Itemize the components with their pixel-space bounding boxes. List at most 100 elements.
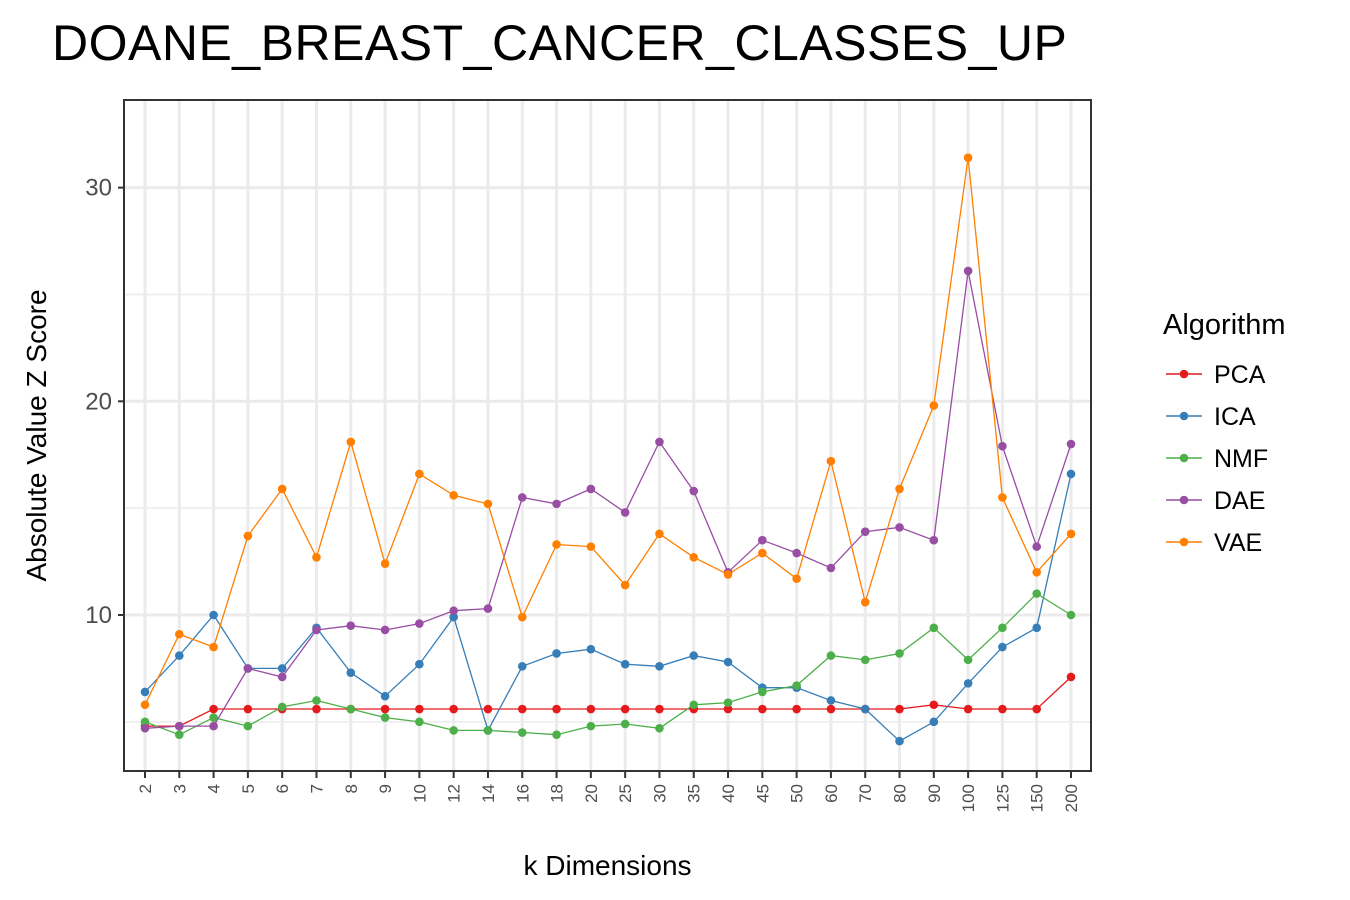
data-point-ica [826,696,836,705]
data-point-dae [140,723,150,733]
data-point-ica [346,668,356,678]
data-point-ica [552,649,561,658]
data-point-ica [209,610,218,620]
y-axis-title: Absolute Value Z Score [21,289,52,581]
data-point-vae [140,700,150,710]
x-tick-label: 8 [342,784,361,793]
data-point-vae [792,574,801,583]
data-point-vae [655,529,664,539]
data-point-vae [312,553,321,562]
data-point-pca [586,704,596,714]
data-point-dae [758,535,767,545]
data-point-ica [517,661,527,671]
data-point-pca [312,704,321,714]
x-tick-label: 4 [205,784,224,793]
x-tick-label: 12 [445,784,464,803]
legend-label-nmf: NMF [1214,445,1268,473]
data-point-nmf [517,728,527,737]
data-point-pca [929,700,939,710]
data-point-pca [826,704,836,714]
legend-key-point [1179,369,1189,379]
data-point-nmf [380,713,390,722]
x-tick-label: 14 [479,784,498,803]
data-point-pca [209,704,218,714]
legend-key-point [1179,537,1189,547]
x-tick-label: 10 [410,784,429,803]
data-point-ica [174,651,184,660]
data-point-dae [517,493,527,502]
data-point-dae [998,441,1007,451]
data-point-dae [415,619,424,628]
data-point-ica [723,657,733,667]
data-point-vae [517,612,527,622]
data-point-pca [415,704,424,714]
data-point-dae [620,508,630,517]
data-point-vae [380,559,390,569]
data-point-dae [655,437,664,447]
x-tick-label: 80 [891,784,910,803]
data-point-pca [380,704,390,714]
data-point-ica [277,664,287,673]
x-tick-label: 3 [170,784,189,793]
data-point-nmf [346,704,356,714]
data-point-dae [277,672,287,682]
data-point-vae [929,401,939,410]
x-tick-label: 35 [685,784,704,803]
x-tick-label: 6 [273,784,292,793]
legend-title: Algorithm [1163,309,1286,341]
legend-key-point [1179,453,1189,463]
legend-label-ica: ICA [1214,403,1256,431]
x-axis-title: k Dimensions [523,850,691,881]
data-point-vae [963,153,973,162]
data-point-ica [689,651,699,660]
series-layer [140,153,1076,746]
data-point-dae [552,499,561,509]
series-line-pca [145,676,1072,727]
x-tick-label: 5 [239,784,258,793]
y-tick-label: 10 [85,602,112,629]
x-tick-label: 45 [753,784,772,803]
data-point-pca [758,704,767,714]
data-point-pca [449,704,458,714]
data-point-vae [620,580,630,590]
data-point-ica [620,659,630,669]
legend-key-point [1179,411,1189,421]
x-tick-label: 18 [548,784,567,803]
data-point-vae [998,493,1007,502]
data-point-ica [929,717,939,727]
x-tick-label: 7 [307,784,326,793]
x-tick-label: 70 [856,784,875,803]
data-point-dae [243,664,253,673]
data-point-dae [929,535,939,545]
data-point-pca [243,704,253,714]
data-point-vae [209,642,218,652]
data-point-nmf [963,655,973,665]
data-point-dae [1066,439,1076,449]
data-point-nmf [415,717,424,727]
chart-title: DOANE_BREAST_CANCER_CLASSES_UP [52,15,1068,71]
data-point-dae [1032,542,1042,551]
grid-layer [124,100,1091,771]
data-point-vae [415,469,424,479]
data-point-vae [1066,529,1076,539]
data-point-nmf [998,623,1007,633]
data-point-ica [449,612,458,622]
data-point-nmf [792,681,801,690]
data-point-pca [895,704,904,714]
data-point-nmf [1032,589,1042,598]
data-point-ica [1066,469,1076,479]
data-point-ica [655,661,664,671]
legend-key-point [1179,495,1189,505]
data-point-dae [860,527,870,536]
data-point-nmf [655,723,664,733]
data-point-vae [826,456,836,466]
data-point-pca [655,704,664,714]
x-tick-label: 40 [719,784,738,803]
x-tick-label: 150 [1028,784,1047,812]
data-point-ica [380,691,390,701]
data-point-ica [586,644,596,654]
x-tick-label: 16 [513,784,532,803]
